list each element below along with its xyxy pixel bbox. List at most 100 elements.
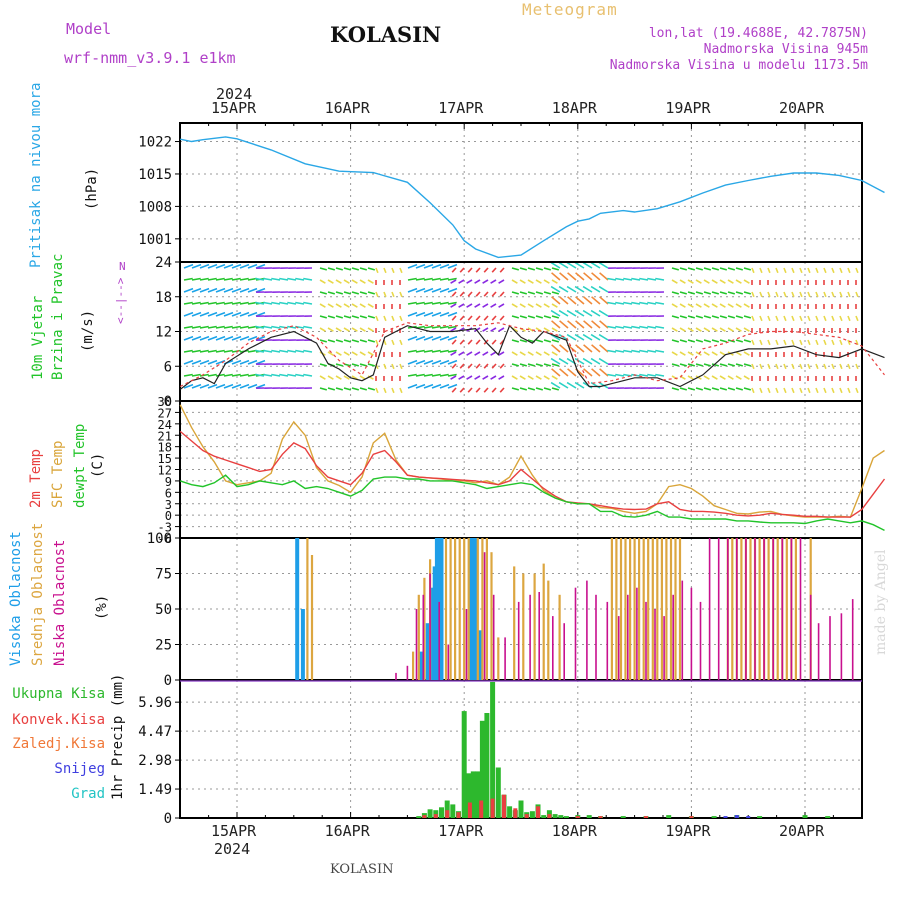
wind-barb [703, 327, 710, 332]
wind-barb [647, 349, 657, 353]
wind-barb [367, 339, 376, 343]
wind-barb [703, 315, 712, 319]
cloud-bar [636, 587, 638, 680]
wind-barb [591, 320, 601, 329]
wind-barb [199, 359, 210, 365]
wind-barb [566, 309, 577, 317]
wind-barb [247, 383, 258, 389]
wind-barb [450, 303, 457, 308]
wind-barb [551, 315, 560, 319]
top-day-label: 18APR [551, 99, 597, 117]
wind-barb [483, 315, 489, 321]
wind-barb [399, 315, 403, 322]
top-day-label: 16APR [324, 99, 370, 117]
cloud-bar [395, 672, 397, 680]
wind-barb [583, 320, 593, 329]
wind-barb [527, 291, 536, 295]
wind-barb [271, 325, 281, 329]
cloud-bar [563, 623, 565, 680]
wind-barb [566, 333, 577, 341]
wind-barb [207, 277, 217, 281]
wind-barb [519, 351, 526, 356]
wind-barb [447, 325, 457, 329]
wind-barb [279, 277, 289, 281]
wind-barb [847, 339, 851, 346]
wind-barb [498, 327, 505, 332]
wind-barb [459, 339, 465, 345]
wind-barb [831, 387, 835, 394]
wind-barb [703, 351, 710, 356]
wind-barb [559, 296, 569, 305]
wind-barb [319, 267, 328, 271]
wind-barb [631, 301, 641, 305]
wind-barb [647, 277, 657, 281]
precip-bar [479, 800, 484, 818]
wind-barb [247, 277, 257, 281]
wind-barb [567, 296, 577, 305]
wind-barb [475, 291, 481, 297]
wind-barb [727, 363, 736, 367]
wind-barb [679, 387, 688, 391]
wind-barb [474, 351, 481, 356]
wind-barb [207, 359, 218, 365]
wind-barb [511, 303, 518, 308]
wind-barb [575, 344, 585, 353]
wind-barb [695, 339, 704, 343]
wind-barb [558, 309, 569, 317]
precip-bar [563, 816, 569, 818]
cloud-bar [310, 555, 314, 680]
wind-barb [598, 309, 609, 317]
precip-bar [427, 809, 433, 818]
wind-barb [451, 387, 457, 393]
wind-barb [439, 373, 449, 377]
wind-barb [319, 375, 326, 380]
wind-barb [490, 303, 497, 308]
wind-barb [271, 277, 281, 281]
precip-bar [450, 804, 456, 818]
wind-barb [359, 375, 366, 380]
cloud-bar [438, 601, 440, 680]
wind-barb [719, 279, 726, 284]
wind-barb [439, 349, 449, 353]
wind-barb [511, 279, 518, 284]
wind-barb [511, 267, 520, 271]
precip-bar [746, 816, 751, 818]
wind-barb [799, 267, 803, 274]
wind-barb [727, 291, 736, 295]
y-tick-label: 24 [158, 418, 172, 432]
wind-barb [591, 368, 601, 377]
wind-barb [566, 381, 577, 389]
y-tick-label: 9 [165, 475, 172, 489]
wind-barb [743, 315, 752, 319]
cloud-bar [708, 538, 711, 680]
wind-barb [551, 375, 558, 380]
wind-barb [279, 349, 289, 353]
wind-barb [223, 301, 233, 305]
wind-barb [607, 277, 617, 281]
wind-barb [582, 357, 593, 365]
precip-bar [490, 798, 495, 818]
wind-barb [375, 267, 379, 274]
wind-barb [799, 387, 803, 394]
cloud-bar [478, 630, 483, 680]
cloud-bar [699, 601, 702, 680]
wind-barb [263, 277, 273, 281]
wind-barb [191, 335, 202, 341]
wind-barb [451, 315, 457, 321]
cloud-bar [425, 623, 430, 680]
wind-barb [550, 381, 561, 389]
wind-barb [574, 261, 585, 269]
wind-barb [183, 277, 193, 281]
wind-barb [359, 303, 366, 308]
precip-bar [467, 802, 472, 818]
wind-barb [527, 267, 536, 271]
cloud-bar [654, 609, 656, 680]
wind-barb [558, 333, 569, 341]
cloud-bar [492, 594, 495, 680]
meteogram-title: Meteogram [522, 0, 618, 19]
y-tick-label: 6 [165, 486, 172, 500]
precip-bar [536, 806, 540, 818]
wind-barb [207, 373, 217, 377]
wind-barb [631, 325, 641, 329]
cloud-bar [454, 538, 457, 680]
